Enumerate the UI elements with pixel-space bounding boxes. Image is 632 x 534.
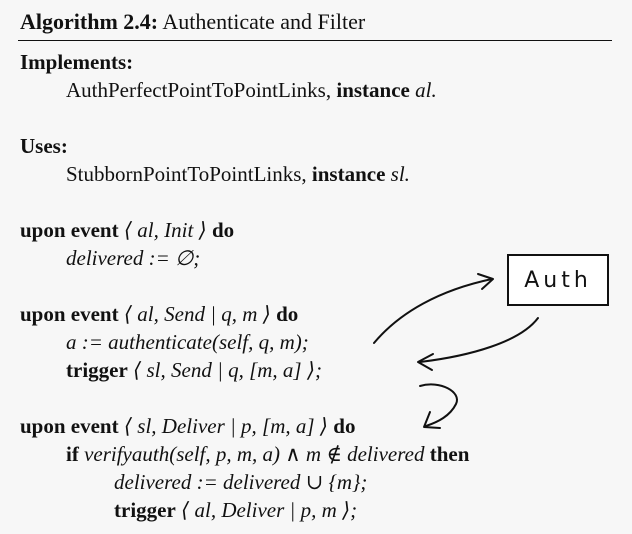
trigger-keyword: trigger <box>66 358 128 382</box>
arrow-to-deliver-head <box>423 411 441 429</box>
arrow-to-auth-box <box>373 278 493 344</box>
algorithm-title: Algorithm 2.4: Authenticate and Filter <box>20 8 365 36</box>
verify-if-line: if verifyauth(self, p, m, a) ∧ m ∉ deliv… <box>66 441 469 467</box>
upon-event-keyword: upon event <box>20 414 119 438</box>
auth-annotation-box: Auth <box>507 254 609 306</box>
arrow-from-auth-box-head <box>417 353 434 371</box>
deliver-trigger-event: ⟨ al, Deliver | p, m ⟩; <box>181 498 358 522</box>
uses-instance-name: sl. <box>390 162 410 186</box>
uses-instance-keyword: instance <box>311 162 386 186</box>
then-keyword: then <box>429 442 470 466</box>
verify-condition: verifyauth(self, p, m, a) ∧ m ∉ delivere… <box>84 442 425 466</box>
upon-event-keyword: upon event <box>20 302 119 326</box>
do-keyword: do <box>276 302 299 326</box>
implements-line: AuthPerfectPointToPointLinks, instance a… <box>66 77 437 103</box>
init-handler-header: upon event ⟨ al, Init ⟩ do <box>20 217 234 243</box>
if-keyword: if <box>66 442 79 466</box>
arrow-from-auth-box <box>419 317 539 363</box>
send-trigger-event: ⟨ sl, Send | q, [m, a] ⟩; <box>133 358 323 382</box>
algorithm-name: Authenticate and Filter <box>162 9 366 34</box>
implements-instance-name: al. <box>415 78 437 102</box>
delivered-update-line: delivered := delivered ∪ {m}; <box>114 470 368 494</box>
do-keyword: do <box>333 414 356 438</box>
arrow-to-deliver <box>419 383 458 427</box>
algorithm-label: Algorithm 2.4: <box>20 9 159 34</box>
implements-heading: Implements: <box>20 50 134 74</box>
uses-heading: Uses: <box>20 134 68 158</box>
uses-line: StubbornPointToPointLinks, instance sl. <box>66 161 410 187</box>
trigger-keyword: trigger <box>114 498 176 522</box>
send-event: ⟨ al, Send | q, m ⟩ <box>123 302 271 326</box>
arrow-to-auth-box-head <box>477 273 494 290</box>
deliver-event: ⟨ sl, Deliver | p, [m, a] ⟩ <box>123 414 329 438</box>
upon-event-keyword: upon event <box>20 218 119 242</box>
deliver-trigger-line: trigger ⟨ al, Deliver | p, m ⟩; <box>114 497 357 523</box>
authenticate-line: a := authenticate(self, q, m); <box>66 330 309 354</box>
send-trigger-line: trigger ⟨ sl, Send | q, [m, a] ⟩; <box>66 357 322 383</box>
init-event: ⟨ al, Init ⟩ <box>123 218 207 242</box>
uses-name: StubbornPointToPointLinks, <box>66 162 307 186</box>
do-keyword: do <box>212 218 235 242</box>
init-delivered-line: delivered := ∅; <box>66 246 201 270</box>
auth-annotation-label: Auth <box>524 267 592 293</box>
title-rule <box>18 40 612 41</box>
implements-instance-keyword: instance <box>336 78 410 102</box>
implements-name: AuthPerfectPointToPointLinks, <box>66 78 332 102</box>
send-handler-header: upon event ⟨ al, Send | q, m ⟩ do <box>20 301 298 327</box>
deliver-handler-header: upon event ⟨ sl, Deliver | p, [m, a] ⟩ d… <box>20 413 355 439</box>
